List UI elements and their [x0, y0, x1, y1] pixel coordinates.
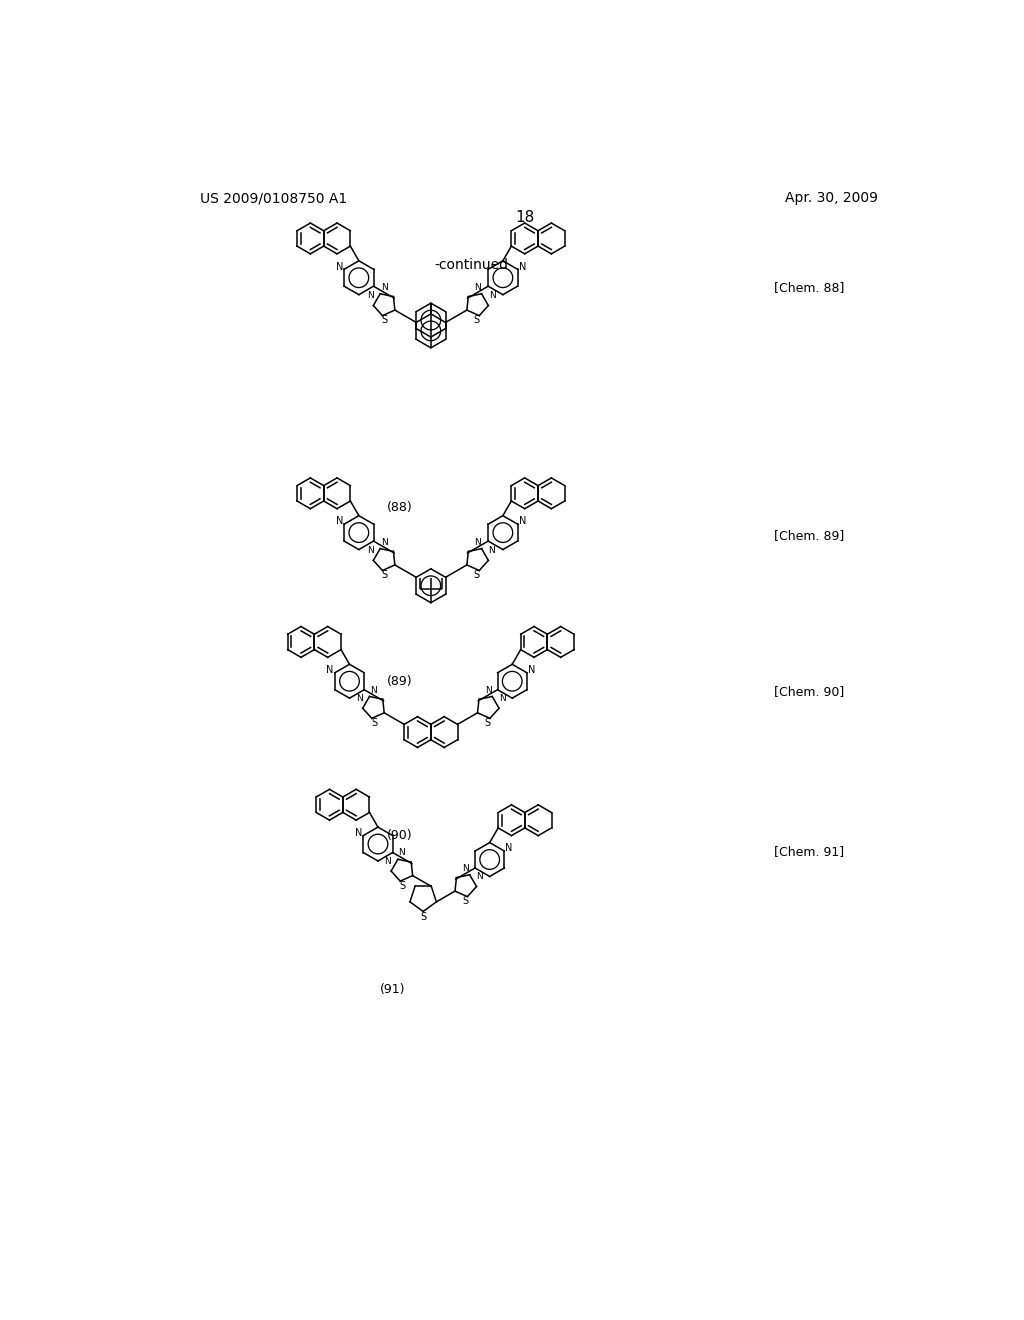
Text: N: N	[463, 863, 469, 873]
Text: S: S	[484, 718, 490, 729]
Text: N: N	[485, 685, 492, 694]
Text: N: N	[499, 694, 506, 704]
Text: N: N	[336, 261, 343, 272]
Text: 18: 18	[515, 210, 535, 226]
Text: N: N	[381, 282, 387, 292]
Text: N: N	[518, 261, 526, 272]
Text: N: N	[488, 546, 495, 556]
Text: N: N	[381, 537, 387, 546]
Text: S: S	[474, 315, 480, 326]
Text: (89): (89)	[387, 676, 413, 689]
Text: [Chem. 89]: [Chem. 89]	[773, 529, 844, 543]
Text: N: N	[527, 665, 536, 675]
Text: (88): (88)	[387, 500, 413, 513]
Text: N: N	[488, 292, 496, 301]
Text: N: N	[370, 685, 377, 694]
Text: S: S	[399, 880, 406, 891]
Text: N: N	[367, 546, 374, 556]
Text: N: N	[327, 665, 334, 675]
Text: Apr. 30, 2009: Apr. 30, 2009	[785, 191, 878, 206]
Text: [Chem. 90]: [Chem. 90]	[773, 685, 844, 698]
Text: N: N	[336, 516, 343, 527]
Text: -continued: -continued	[435, 257, 509, 272]
Text: N: N	[518, 516, 526, 527]
Text: (90): (90)	[387, 829, 413, 842]
Text: N: N	[476, 873, 483, 882]
Text: [Chem. 88]: [Chem. 88]	[773, 281, 844, 294]
Text: US 2009/0108750 A1: US 2009/0108750 A1	[200, 191, 347, 206]
Text: N: N	[474, 282, 481, 292]
Text: (91): (91)	[380, 983, 406, 997]
Text: N: N	[356, 694, 362, 704]
Text: S: S	[382, 570, 388, 581]
Text: N: N	[505, 843, 513, 853]
Text: S: S	[462, 896, 468, 907]
Text: S: S	[420, 912, 426, 921]
Text: S: S	[474, 570, 480, 581]
Text: S: S	[371, 718, 377, 729]
Text: N: N	[398, 849, 406, 858]
Text: N: N	[367, 292, 374, 301]
Text: [Chem. 91]: [Chem. 91]	[773, 845, 844, 858]
Text: S: S	[382, 315, 388, 326]
Text: N: N	[355, 828, 362, 838]
Text: N: N	[385, 857, 391, 866]
Text: N: N	[474, 537, 481, 546]
